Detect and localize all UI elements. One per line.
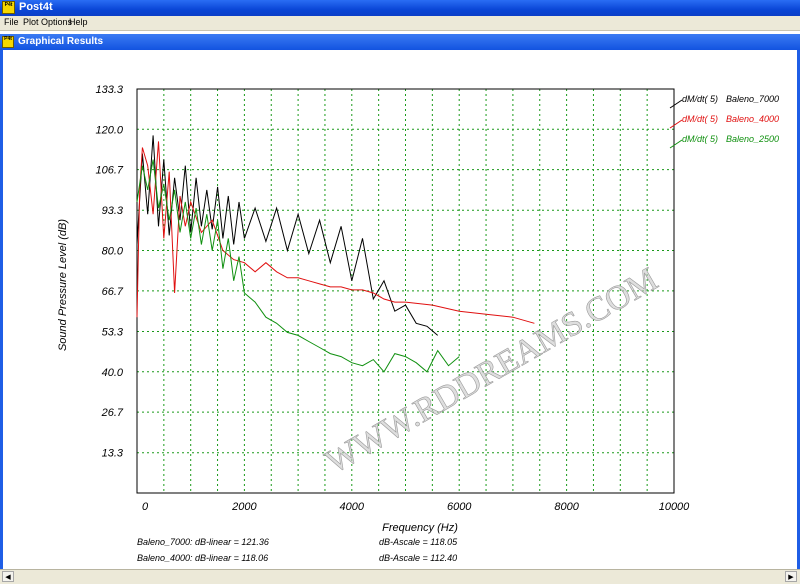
app-icon[interactable]: P4t xyxy=(2,1,15,14)
menu-bar: File Plot Options Help xyxy=(0,16,800,31)
x-tick-label: 6000 xyxy=(447,501,472,513)
app-title: Post4t xyxy=(19,1,53,13)
legend-label: Baleno_7000 xyxy=(726,94,779,104)
stat-baleno4000-ascale: dB-Ascale = 112.40 xyxy=(379,553,458,563)
y-tick-label: 106.7 xyxy=(95,165,123,177)
scroll-right-icon[interactable]: ▶ xyxy=(785,571,797,582)
watermark: WWW.RDDREAMS.COM xyxy=(319,261,664,481)
legend-metric: dM/dt( 5) xyxy=(682,94,718,104)
x-tick-label: 8000 xyxy=(554,501,579,513)
y-tick-label: 66.7 xyxy=(102,286,124,298)
legend-swatch xyxy=(669,119,683,129)
x-tick-label: 4000 xyxy=(340,501,365,513)
y-tick-label: 80.0 xyxy=(102,246,124,258)
child-window-title: Graphical Results xyxy=(18,36,104,47)
window-border-right xyxy=(797,50,800,572)
series-line-baleno-7000 xyxy=(136,135,439,336)
scroll-left-icon[interactable]: ◀ xyxy=(2,571,14,582)
app-title-bar: P4t Post4t xyxy=(0,0,800,16)
series-line-baleno-4000 xyxy=(136,141,535,324)
child-window-icon[interactable]: P4t xyxy=(2,36,14,48)
stat-baleno4000-linear: Baleno_4000: dB-linear = 118.06 xyxy=(137,553,269,563)
series-line-baleno-2500 xyxy=(136,159,460,373)
y-tick-label: 13.3 xyxy=(102,448,124,460)
plot-area-border xyxy=(136,88,675,494)
x-tick-label: 10000 xyxy=(659,501,690,513)
y-tick-label: 40.0 xyxy=(102,367,124,379)
window-border-left xyxy=(0,50,3,572)
y-tick-label: 93.3 xyxy=(102,205,124,217)
x-tick-label: 2000 xyxy=(231,501,257,513)
legend-metric: dM/dt( 5) xyxy=(682,114,718,124)
menu-help[interactable]: Help xyxy=(69,17,88,27)
legend-swatch xyxy=(669,139,683,149)
menu-plot-options[interactable]: Plot Options xyxy=(23,17,73,27)
stat-baleno7000-linear: Baleno_7000: dB-linear = 121.36 xyxy=(137,537,269,547)
legend-metric: dM/dt( 5) xyxy=(682,134,718,144)
y-tick-label: 53.3 xyxy=(102,326,124,338)
y-tick-label: 133.3 xyxy=(95,84,123,96)
stat-baleno7000-ascale: dB-Ascale = 118.05 xyxy=(379,537,458,547)
x-tick-label: 0 xyxy=(142,501,149,513)
legend-swatch xyxy=(669,99,683,109)
legend-label: Baleno_4000 xyxy=(726,114,779,124)
y-tick-label: 26.7 xyxy=(101,407,124,419)
graphical-results-chart: 13.3 26.7 40.0 53.3 66.7 80.0 93.3 106.7 120.0 13… xyxy=(57,84,779,534)
child-window-title-bar: P4t Graphical Results xyxy=(0,34,800,50)
y-axis-label: Sound Pressure Level (dB) xyxy=(57,219,69,351)
y-tick-label: 120.0 xyxy=(95,124,123,136)
menu-file[interactable]: File xyxy=(4,17,19,27)
legend-label: Baleno_2500 xyxy=(726,134,779,144)
horizontal-scrollbar[interactable]: ◀ ▶ xyxy=(0,569,800,584)
x-axis-label: Frequency (Hz) xyxy=(382,522,458,534)
